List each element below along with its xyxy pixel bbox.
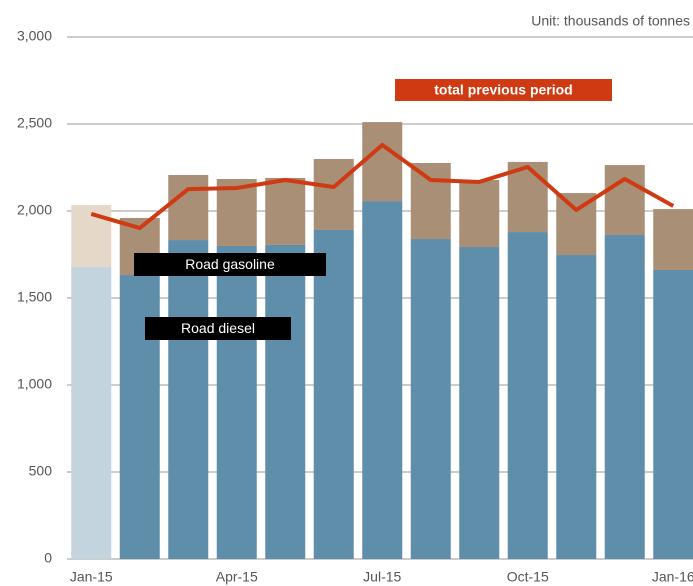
bar-segment bbox=[604, 165, 645, 236]
bar-segment bbox=[168, 174, 209, 241]
x-tick-label: Jul-15 bbox=[363, 569, 401, 585]
x-tick-label: Jan-15 bbox=[70, 569, 113, 585]
bar-segment bbox=[265, 177, 306, 245]
y-tick-label: 2,000 bbox=[17, 202, 52, 218]
y-tick-label: 3,000 bbox=[17, 28, 52, 44]
bar-segment bbox=[604, 235, 645, 559]
bar-segment bbox=[410, 162, 451, 240]
legend-box bbox=[395, 79, 612, 101]
bar-segment bbox=[459, 180, 500, 248]
bar-segment bbox=[313, 158, 354, 230]
y-tick-label: 2,500 bbox=[17, 115, 52, 131]
x-tick-label: Apr-15 bbox=[216, 569, 258, 585]
legend-label: total previous period bbox=[434, 82, 572, 98]
bar-segment bbox=[265, 244, 306, 559]
bar-segment bbox=[313, 229, 354, 559]
y-tick-label: 1,500 bbox=[17, 289, 52, 305]
x-tick-label: Oct-15 bbox=[507, 569, 549, 585]
y-tick-label: 0 bbox=[44, 550, 52, 566]
chart-subtitle: Unit: thousands of tonnes bbox=[531, 13, 690, 29]
bar-segment bbox=[168, 240, 209, 560]
legend-box bbox=[145, 317, 291, 340]
bar-segment bbox=[653, 269, 693, 559]
bar-segment bbox=[459, 247, 500, 559]
bar-segment bbox=[653, 209, 693, 270]
legend-label: Road gasoline bbox=[185, 256, 275, 272]
bar-segment bbox=[362, 122, 403, 202]
bar-segment bbox=[507, 232, 548, 559]
legend-box bbox=[134, 253, 326, 276]
bar-segment bbox=[216, 245, 257, 559]
line bbox=[90, 143, 675, 231]
y-tick-label: 1,000 bbox=[17, 376, 52, 392]
bar-segment bbox=[410, 239, 451, 559]
legend-label: Road diesel bbox=[181, 320, 255, 336]
bar-segment bbox=[362, 201, 403, 559]
bar-segment bbox=[71, 267, 112, 559]
bar-segment bbox=[507, 161, 548, 233]
bar-segment bbox=[556, 255, 597, 559]
y-tick-label: 500 bbox=[29, 463, 53, 479]
x-tick-label: Jan-16 bbox=[652, 569, 693, 585]
